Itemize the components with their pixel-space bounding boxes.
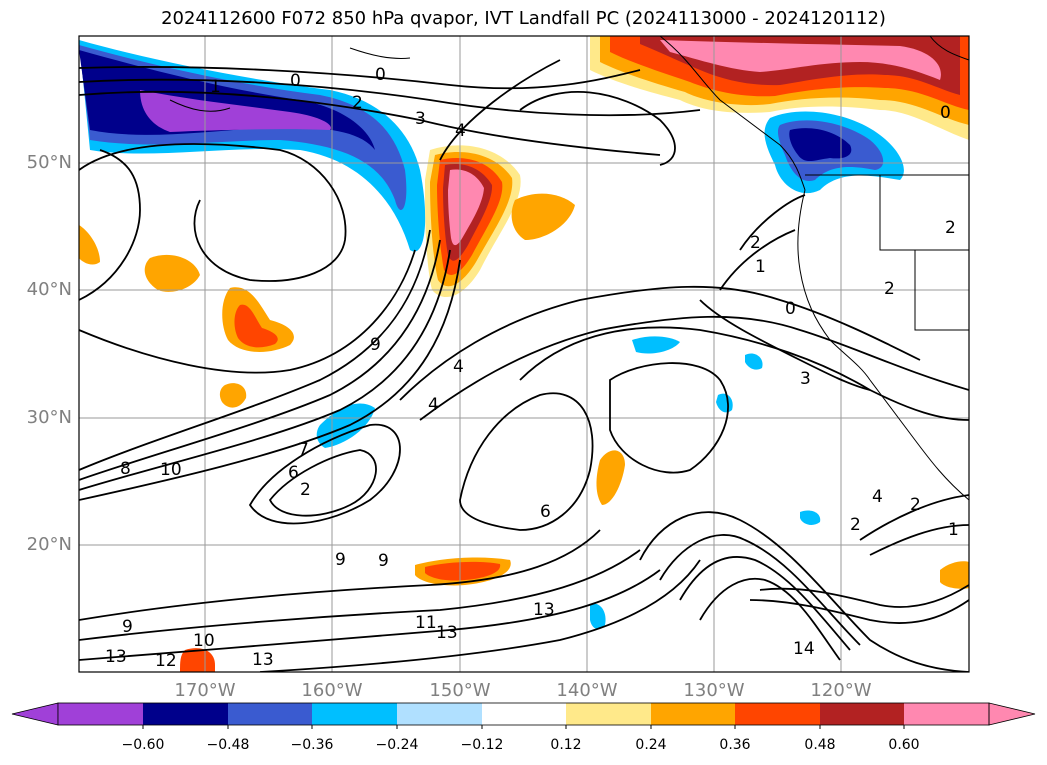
map-plot-area: 0 1 2 3 4 0 2 4 9 7 6 2 8 10 9 9 6 4 11 … <box>79 36 969 672</box>
colorbar-extend-low <box>11 702 59 726</box>
lon-label: 150°W <box>429 680 491 701</box>
contour-label: 4 <box>872 487 883 507</box>
contour-label: 6 <box>288 463 299 483</box>
negative-anomaly-coast <box>764 111 904 194</box>
colorbar-segment <box>58 703 143 725</box>
colorbar-tick-label: −0.24 <box>375 737 419 753</box>
contour-label: 4 <box>453 357 464 377</box>
colorbar-tick-label: 0.48 <box>804 737 836 753</box>
contour-label: 2 <box>850 515 861 535</box>
contour-label: 11 <box>415 613 437 633</box>
map-title: 2024112600 F072 850 hPa qvapor, IVT Land… <box>161 8 886 29</box>
colorbar-tick-label: 0.36 <box>719 737 751 753</box>
contour-label: 1 <box>948 520 959 540</box>
colorbar-segment <box>143 703 228 725</box>
contour-label: 13 <box>252 650 274 670</box>
contour-label: 14 <box>793 639 815 659</box>
contour-label: 12 <box>155 651 177 671</box>
lon-label: 130°W <box>683 680 745 701</box>
contour-label: 0 <box>940 103 951 123</box>
positive-anomaly-patches <box>79 193 969 672</box>
contour-label: 10 <box>193 631 215 651</box>
lat-label: 30°N <box>26 407 72 428</box>
lat-label: 50°N <box>26 152 72 173</box>
colorbar-segment <box>820 703 904 725</box>
colorbar-segment <box>312 703 397 725</box>
contour-label: 6 <box>540 502 551 522</box>
contour-label: 7 <box>298 440 309 460</box>
lon-label: 160°W <box>301 680 363 701</box>
contour-label: 0 <box>785 299 796 319</box>
colorbar-tick-label: −0.36 <box>290 737 334 753</box>
contour-label: 2 <box>910 495 921 515</box>
colorbar-segment <box>228 703 312 725</box>
contour-label: 2 <box>945 218 956 238</box>
contour-label: 1 <box>755 257 766 277</box>
contour-label: 2 <box>884 279 895 299</box>
plot-frame <box>78 35 970 673</box>
contour-label: 3 <box>415 109 426 129</box>
colorbar-tick-label: −0.48 <box>206 737 250 753</box>
colorbar-tick-label: 0.24 <box>635 737 667 753</box>
colorbar-segment <box>651 703 735 725</box>
colorbar-tick-label: −0.12 <box>460 737 504 753</box>
contour-label: 8 <box>120 459 131 479</box>
colorbar-segment <box>482 703 566 725</box>
contour-labels: 0 1 2 3 4 0 2 4 9 7 6 2 8 10 9 9 6 4 11 … <box>105 65 959 671</box>
colorbar-extend-high <box>988 702 1036 726</box>
colorbar-tick-label: 0.12 <box>550 737 582 753</box>
contour-label: 3 <box>800 369 811 389</box>
contour-label: 9 <box>378 551 389 571</box>
contour-label: 9 <box>122 617 133 637</box>
contour-label: 2 <box>352 93 363 113</box>
contour-label: 1 <box>210 77 221 97</box>
negative-anomaly-band <box>79 40 426 252</box>
contour-label: 4 <box>428 395 439 415</box>
contour-label: 10 <box>160 460 182 480</box>
colorbar-segment <box>397 703 482 725</box>
contour-lines <box>79 59 969 672</box>
contour-label: 9 <box>370 335 381 355</box>
colorbar-segment <box>735 703 820 725</box>
lon-label: 170°W <box>174 680 236 701</box>
contour-label: 4 <box>455 121 466 141</box>
contour-label: 13 <box>436 623 458 643</box>
coastlines <box>169 36 969 501</box>
contour-label: 13 <box>533 600 555 620</box>
contour-label: 13 <box>105 647 127 667</box>
contour-label: 0 <box>290 71 301 91</box>
colorbar-segment <box>566 703 651 725</box>
colorbar-tick-label: 0.60 <box>888 737 920 753</box>
contour-label: 2 <box>300 480 311 500</box>
colorbar-tick-label: −0.60 <box>121 737 165 753</box>
colorbar <box>11 702 1036 729</box>
lon-label: 120°W <box>810 680 872 701</box>
contour-label: 2 <box>750 233 761 253</box>
contour-label: 0 <box>375 65 386 85</box>
lat-label: 40°N <box>26 279 72 300</box>
lon-label: 140°W <box>556 680 618 701</box>
positive-anomaly-alaska <box>590 36 969 140</box>
lat-label: 20°N <box>26 534 72 555</box>
negative-anomaly-patches <box>316 336 821 630</box>
colorbar-segment <box>904 703 989 725</box>
contour-label: 9 <box>335 550 346 570</box>
graticule <box>79 36 969 672</box>
